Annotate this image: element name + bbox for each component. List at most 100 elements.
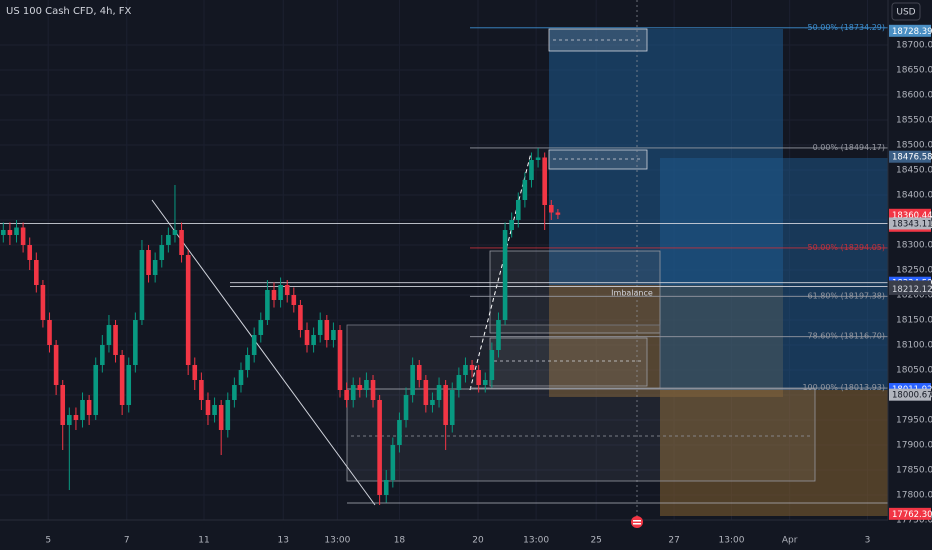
candle-body [73,415,79,420]
candle-body [139,250,145,320]
trend-line [151,199,376,506]
candle-body [443,385,448,425]
candle-body [298,305,303,330]
y-tick-label: 18100.00 [896,341,932,351]
zone-box [346,324,661,390]
x-tick-label: 7 [124,536,130,546]
y-tick-label: 18200.00 [896,291,932,301]
candle-body [146,250,151,275]
fib-label: -50.00% (18734.29) [805,23,885,32]
candle-body [27,245,33,260]
currency-button[interactable] [891,2,921,21]
candle-body [476,370,481,385]
price-badge [889,282,931,295]
trend-line [469,152,532,391]
candle-body [86,400,92,415]
fib-label: 61.80% (18197.38) [808,291,885,300]
candle-body [159,245,165,260]
candle-body [337,330,343,390]
candle-body [126,365,132,405]
candle-body [47,320,52,345]
candle-body [119,355,125,405]
price-badge-label: 18728.39 [892,27,932,37]
fib-label: 50.00% (18294.05) [808,243,885,252]
candle-body [40,285,46,320]
price-badge [889,24,931,37]
candle-body [185,255,191,365]
y-tick-label: 17950.00 [896,416,932,426]
candle-body [403,395,409,420]
candle-body [265,290,270,320]
x-tick-label: 13:00 [523,536,549,546]
price-badge [889,217,931,230]
y-tick-label: 18450.00 [896,166,932,176]
candle-body [397,420,402,445]
candle-body [416,365,422,380]
y-tick-label: 18650.00 [896,66,932,76]
event-icon-glyph [633,523,641,525]
y-tick-label: 18250.00 [896,266,932,276]
x-tick-label: 3 [865,536,871,546]
x-tick-label: Apr [782,536,798,546]
candle-body [34,260,39,285]
imbalance-label: Imbalance [611,289,653,298]
candle-body [436,385,442,400]
price-badge [889,507,931,520]
candle-body [291,295,297,305]
candle-body [67,415,72,425]
symbol-title: US 100 Cash CFD, 4h, FX [6,6,132,17]
candle-body [20,227,26,245]
candle-body [179,230,184,255]
candle-body [304,330,310,345]
candle-body [7,230,13,235]
price-badge-label: 17762.30 [892,510,932,520]
x-tick-label: 5 [45,536,51,546]
candle-body [515,200,521,220]
candle-body [410,365,415,395]
candle-body [555,212,561,215]
candle-body [430,400,435,405]
price-badge [889,150,931,163]
x-tick-label: 18 [394,536,406,546]
candle-body [324,320,330,340]
candle-body [232,385,237,400]
candle-body [456,375,462,390]
candle-body [357,385,363,390]
candle-body [166,235,171,245]
candle-body [377,400,382,495]
candle-body [350,385,356,400]
price-badge [889,388,931,401]
currency-label[interactable]: USD [896,8,915,18]
candle-body [278,285,283,300]
candle-body [529,160,534,180]
candle-body [238,370,244,385]
y-tick-label: 18600.00 [896,91,932,101]
candle-body [502,230,508,320]
event-icon-glyph [633,520,641,522]
candle-body [1,230,6,235]
y-tick-label: 17900.00 [896,441,932,451]
fib-levels: -50.00% (18734.29) 0.00% (18494.17) 50.00%… [0,23,888,392]
candle-body [548,205,554,213]
position-profit-zone [660,158,888,390]
y-tick-label: 18150.00 [896,316,932,326]
fib-label: 100.00% (18013.93) [802,383,885,392]
candle-body [390,445,396,480]
fib-label: 78.60% (18116.70) [808,332,885,341]
zone-box [489,250,661,334]
candle-body [535,157,541,160]
candle-body [284,285,290,295]
event-icon[interactable] [631,516,643,528]
price-axis [888,0,932,550]
drawings [151,0,888,520]
y-tick-label: 18500.00 [896,141,932,151]
candle-body [542,157,547,205]
candle-body [317,320,323,335]
y-tick-label: 18050.00 [896,366,932,376]
candles [1,148,561,505]
candle-body [383,480,389,495]
candle-body [225,400,231,430]
x-tick-label: 13 [278,536,289,546]
candle-body [60,385,66,425]
